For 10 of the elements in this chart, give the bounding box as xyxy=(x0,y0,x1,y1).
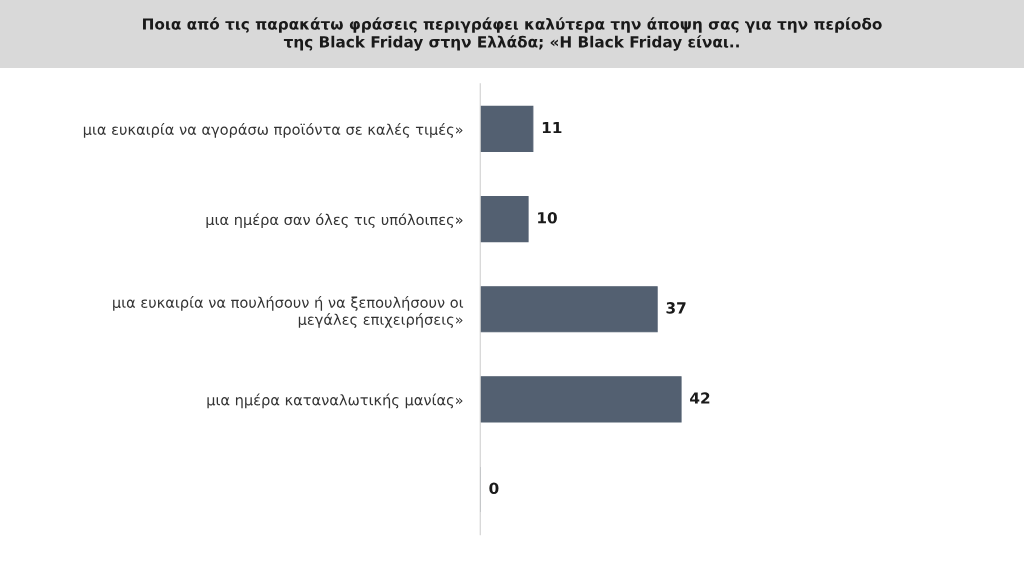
y-tick-label: μια ευκαιρία να πουλήσουν ή να ξεπουλήσουν οι μεγάλες επιχειρήσεις» xyxy=(113,296,464,328)
data-label: 0 xyxy=(489,482,499,494)
data-label: 11 xyxy=(542,121,562,134)
y-tick-label: μια ευκαιρία να αγοράσω προϊόντα σε καλές τιμές» xyxy=(83,123,463,138)
data-label: 10 xyxy=(538,211,557,224)
data-label: 37 xyxy=(666,302,686,314)
chart-title: Ποια από τις παρακάτω φράσεις περιγράφει καλύτερα την άποψη σας για την περίοδο της Black Friday στην Ελλάδα; «Η Black Friday είναι.. xyxy=(143,17,882,51)
data-label: 42 xyxy=(690,392,710,404)
y-tick-label: μια ημέρα καταναλωτικής μανίας» xyxy=(207,393,463,409)
y-tick-label: μια ημέρα σαν όλες τις υπόλοιπες» xyxy=(206,213,463,228)
